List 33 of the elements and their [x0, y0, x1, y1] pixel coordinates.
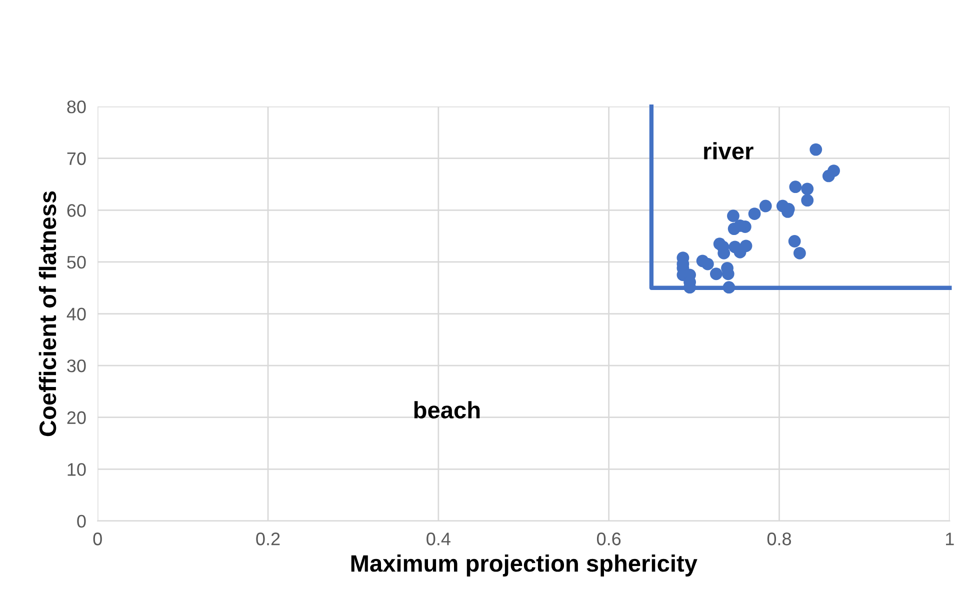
x-axis-title: Maximum projection sphericity — [351, 554, 698, 576]
y-tick-label: 50 — [67, 256, 86, 269]
point — [759, 200, 772, 212]
point — [748, 208, 761, 220]
point — [788, 235, 801, 248]
point — [789, 180, 802, 194]
x-tick-label: 1 — [946, 532, 954, 546]
y-tick-label: 20 — [67, 411, 86, 424]
point — [810, 143, 822, 156]
y-tick-label: 10 — [68, 463, 86, 476]
x-tick-label: 0.8 — [767, 532, 792, 546]
y-tick-label: 70 — [67, 152, 86, 166]
y-axis-title: Coefficient of flatness — [38, 191, 56, 436]
point — [710, 268, 722, 280]
point — [722, 281, 736, 294]
point — [822, 170, 835, 182]
x-tick-label: 0.4 — [426, 532, 450, 546]
y-tick-label: 80 — [67, 100, 86, 114]
point — [713, 238, 726, 250]
y-tick-label: 0 — [77, 514, 86, 528]
point — [701, 258, 714, 270]
x-tick-label: 0 — [93, 532, 102, 546]
y-tick-label: 40 — [66, 308, 86, 320]
x-tick-label: 0.6 — [596, 532, 621, 546]
point — [793, 246, 806, 260]
y-tick-label: 30 — [67, 359, 86, 372]
point — [801, 182, 814, 196]
point — [801, 194, 814, 207]
x-tick-label: 0.2 — [256, 532, 280, 546]
point — [727, 210, 740, 222]
annotation: beach — [414, 401, 480, 419]
annotation: river — [704, 142, 754, 160]
y-tick-label: 60 — [67, 204, 86, 217]
